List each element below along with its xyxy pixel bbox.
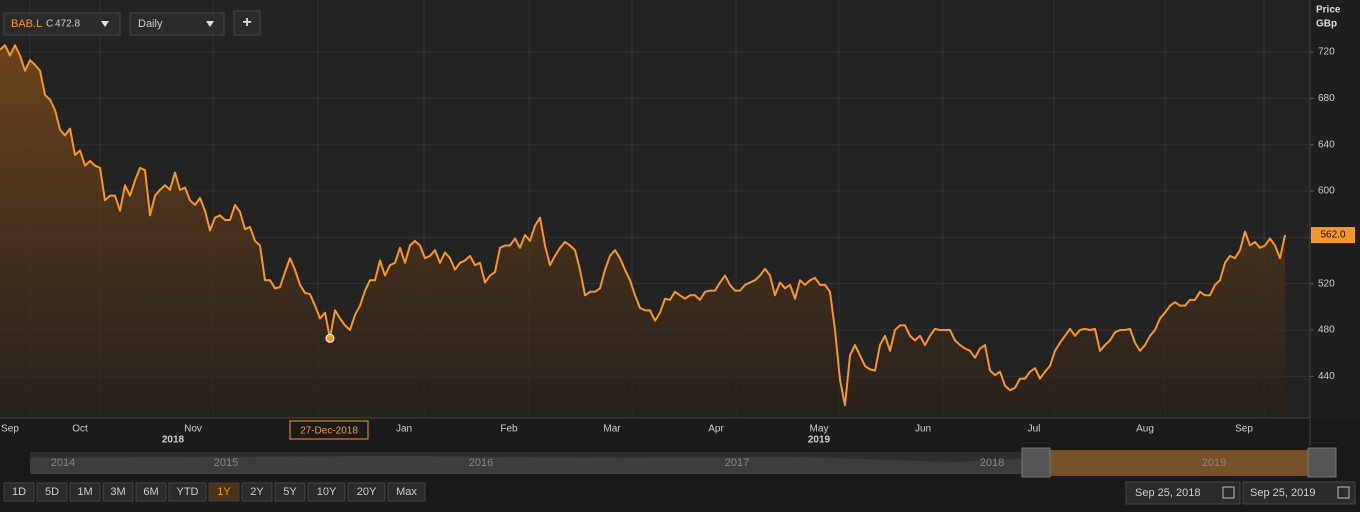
range-button[interactable] (241, 482, 273, 502)
x-tick-label: Oct (72, 424, 88, 435)
y-tick-label: 480 (1318, 325, 1335, 336)
readout-value: 472.8 (55, 19, 80, 30)
x-tick-label: Aug (1136, 424, 1154, 435)
range-label: 10Y (317, 486, 337, 498)
range-label: 5D (45, 486, 59, 498)
price-line (0, 44, 1286, 407)
navigator-handle[interactable] (1307, 447, 1337, 478)
x-tick-label: May (810, 424, 829, 435)
crosshair-date-box (289, 420, 369, 440)
navigator-year: 2017 (725, 457, 749, 469)
x-tick-label: Sep (1, 424, 19, 435)
dropdown-arrow (206, 21, 214, 27)
y-axis-title: Price (1316, 5, 1341, 16)
navigator-year: 2019 (1202, 457, 1226, 469)
navigator-year: 2014 (51, 457, 75, 469)
last-price-label: 562.0 (1320, 230, 1345, 241)
y-axis-unit: GBp (1316, 19, 1337, 30)
readout-label: C (46, 19, 53, 30)
date-from[interactable] (1125, 481, 1241, 505)
range-label: 5Y (283, 486, 297, 498)
date-to-text: Sep 25, 2019 (1250, 487, 1315, 499)
range-button[interactable] (307, 482, 346, 502)
last-price-tag (1311, 227, 1355, 244)
range-label: YTD (177, 486, 199, 498)
date-from-text: Sep 25, 2018 (1135, 487, 1200, 499)
x-tick-label: Apr (708, 424, 724, 435)
y-tick-label: 640 (1318, 139, 1335, 150)
navigator-year: 2018 (980, 457, 1004, 469)
crosshair-point (325, 333, 335, 343)
x-year-label: 2019 (808, 435, 831, 446)
crosshair-date: 27-Dec-2018 (300, 426, 358, 437)
symbol: BAB.L (11, 18, 42, 30)
range-button[interactable] (135, 482, 167, 502)
x-tick-label: Jun (915, 424, 931, 435)
add-icon: + (242, 14, 251, 31)
range-button[interactable] (208, 482, 240, 502)
date-to[interactable] (1242, 481, 1356, 505)
price-axis-area (1310, 0, 1360, 418)
range-button[interactable] (102, 482, 134, 502)
range-label: 1M (77, 486, 92, 498)
y-tick-label: 440 (1318, 371, 1335, 382)
x-tick-label: Jul (1028, 424, 1041, 435)
range-label: 3M (110, 486, 125, 498)
add-button[interactable] (233, 10, 261, 36)
navigator-selection[interactable] (1036, 450, 1322, 476)
range-label: 20Y (357, 486, 377, 498)
range-button[interactable] (36, 482, 68, 502)
navigator-silhouette (30, 456, 1022, 474)
navigator-labels: 2014 2015 2016 2017 2018 2019 (51, 457, 1226, 469)
calendar-icon (1337, 486, 1350, 499)
x-tick-label: Nov (184, 424, 202, 435)
range-button[interactable] (347, 482, 386, 502)
marks (0, 44, 1286, 418)
dropdown-arrow (101, 21, 109, 27)
range-buttons: 1D 5D 1M 3M 6M YTD 1Y 2Y 5Y 10Y 20Y Max (3, 482, 426, 502)
navigator-handle[interactable] (1021, 447, 1051, 478)
interval-select[interactable] (129, 12, 225, 36)
x-tick-label: Sep (1235, 424, 1253, 435)
symbol-box[interactable] (3, 12, 121, 36)
range-label: 1D (12, 486, 26, 498)
range-button[interactable] (69, 482, 101, 502)
range-label: 1Y (217, 486, 231, 498)
range-button[interactable] (387, 482, 426, 502)
x-tick-label: Feb (500, 424, 518, 435)
range-label: 2Y (250, 486, 264, 498)
range-label: 6M (143, 486, 158, 498)
y-tick-label: 600 (1318, 186, 1335, 197)
interval: Daily (138, 18, 163, 30)
calendar-icon (1222, 486, 1235, 499)
x-tick-label: Mar (603, 424, 621, 435)
range-button[interactable] (274, 482, 306, 502)
area (0, 45, 1285, 418)
range-label: Max (396, 486, 417, 498)
y-tick-label: 680 (1318, 93, 1335, 104)
y-tick-label: 720 (1318, 47, 1335, 58)
navigator-year: 2015 (214, 457, 238, 469)
x-year-label: 2018 (162, 435, 185, 446)
range-button[interactable] (168, 482, 207, 502)
x-tick-label: Jan (396, 424, 412, 435)
y-tick-label: 520 (1318, 278, 1335, 289)
range-button[interactable] (3, 482, 35, 502)
navigator-year: 2016 (469, 457, 493, 469)
